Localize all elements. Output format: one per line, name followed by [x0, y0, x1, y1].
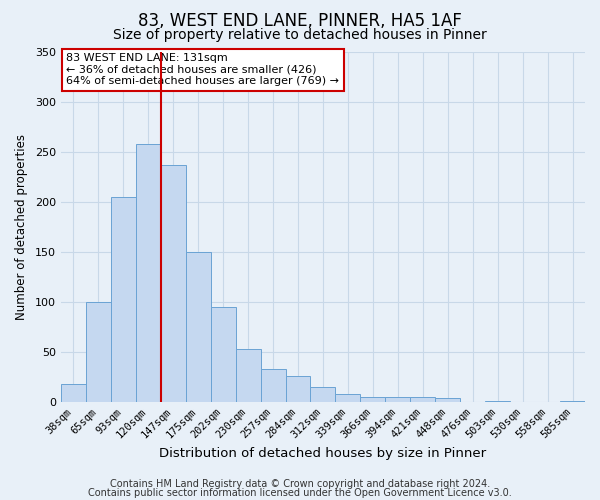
Bar — [560, 400, 585, 402]
Bar — [61, 384, 86, 402]
Text: 83 WEST END LANE: 131sqm
← 36% of detached houses are smaller (426)
64% of semi-: 83 WEST END LANE: 131sqm ← 36% of detach… — [66, 54, 339, 86]
Bar — [286, 376, 310, 402]
Bar — [385, 396, 410, 402]
Bar — [186, 252, 211, 402]
Bar — [435, 398, 460, 402]
Bar — [361, 396, 385, 402]
Bar — [410, 396, 435, 402]
Bar — [260, 368, 286, 402]
Bar — [236, 348, 260, 402]
Bar — [86, 302, 111, 402]
Y-axis label: Number of detached properties: Number of detached properties — [15, 134, 28, 320]
Text: Contains public sector information licensed under the Open Government Licence v3: Contains public sector information licen… — [88, 488, 512, 498]
Bar — [310, 386, 335, 402]
Bar — [485, 400, 510, 402]
Bar — [136, 144, 161, 402]
Text: Contains HM Land Registry data © Crown copyright and database right 2024.: Contains HM Land Registry data © Crown c… — [110, 479, 490, 489]
Text: 83, WEST END LANE, PINNER, HA5 1AF: 83, WEST END LANE, PINNER, HA5 1AF — [138, 12, 462, 30]
Bar — [335, 394, 361, 402]
Text: Size of property relative to detached houses in Pinner: Size of property relative to detached ho… — [113, 28, 487, 42]
X-axis label: Distribution of detached houses by size in Pinner: Distribution of detached houses by size … — [160, 447, 487, 460]
Bar — [161, 164, 186, 402]
Bar — [211, 306, 236, 402]
Bar — [111, 196, 136, 402]
